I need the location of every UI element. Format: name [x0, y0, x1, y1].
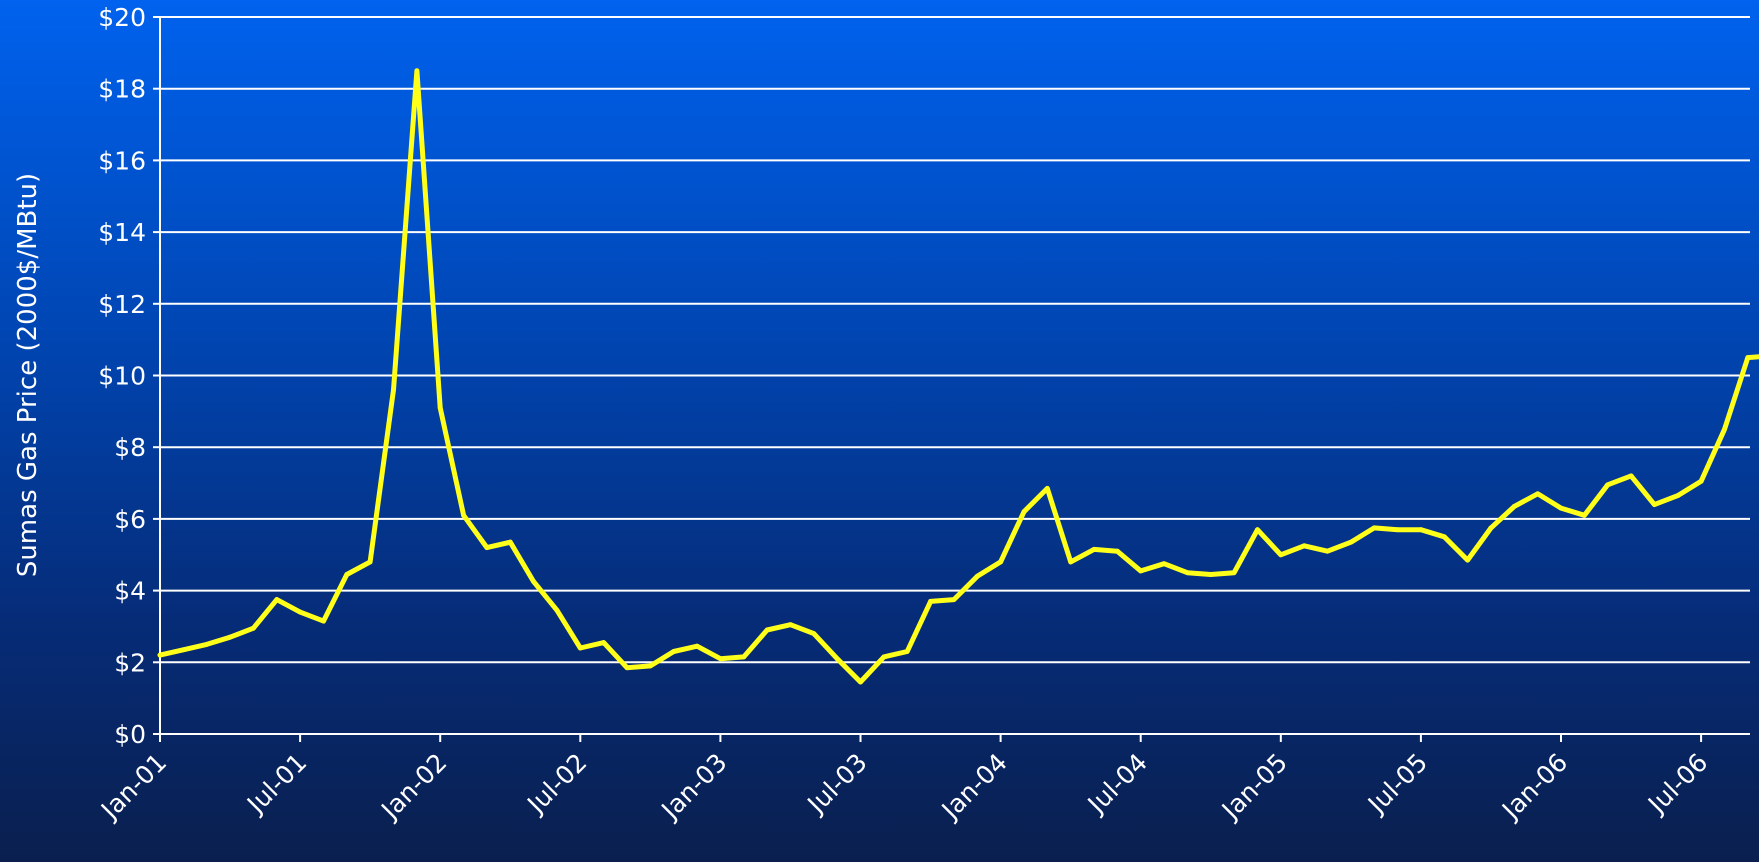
data-point: [1488, 525, 1494, 531]
x-tick-label: Jan-02: [374, 748, 452, 826]
x-tick-label: Jul-03: [801, 748, 873, 820]
data-point: [1371, 525, 1377, 531]
data-point: [1185, 570, 1190, 576]
data-point: [1675, 493, 1681, 498]
data-point: [671, 649, 677, 654]
y-tick-label: $6: [114, 505, 146, 534]
data-point: [1278, 552, 1284, 558]
data-point: [414, 68, 420, 74]
y-tick-label: $12: [98, 290, 146, 319]
data-point: [647, 663, 653, 669]
data-point: [904, 649, 910, 654]
data-point: [1044, 486, 1050, 491]
data-point: [251, 625, 256, 631]
data-point: [367, 559, 373, 565]
data-point: [788, 622, 793, 628]
data-point: [157, 652, 163, 658]
data-point: [1255, 527, 1260, 533]
data-point: [507, 539, 513, 545]
series-group: [157, 68, 1759, 685]
data-point: [1558, 505, 1564, 511]
data-point: [1021, 509, 1027, 515]
data-point: [1745, 355, 1751, 360]
data-point: [881, 654, 887, 660]
x-tick-label: Jul-06: [1641, 748, 1713, 820]
data-point: [858, 679, 863, 685]
data-point: [1652, 502, 1657, 507]
data-point: [321, 618, 326, 624]
data-point: [1231, 570, 1237, 576]
data-point: [484, 545, 490, 550]
data-point: [1301, 543, 1307, 549]
x-tick-label: Jan-05: [1215, 748, 1293, 826]
y-tick-label: $14: [98, 218, 146, 247]
data-point: [274, 597, 280, 602]
data-point: [1114, 548, 1120, 554]
data-point: [1161, 561, 1167, 567]
data-point: [437, 405, 443, 411]
y-axis-title: Sumas Gas Price (2000$/MBtu): [13, 173, 43, 577]
data-point: [1395, 527, 1400, 533]
data-point: [1511, 503, 1517, 509]
data-point: [834, 656, 840, 662]
data-point: [1628, 473, 1634, 479]
data-point: [297, 609, 303, 615]
data-point: [180, 647, 186, 653]
x-tick-label: Jul-05: [1361, 748, 1433, 820]
data-point: [531, 579, 536, 585]
data-point: [928, 598, 933, 604]
data-point: [1535, 491, 1541, 497]
data-point: [204, 641, 210, 647]
gridlines: [160, 16, 1750, 664]
data-point: [951, 597, 957, 602]
data-point: [1605, 482, 1611, 488]
data-point: [1091, 546, 1097, 552]
data-point: [694, 643, 700, 649]
data-point: [1722, 426, 1727, 432]
y-tick-label: $20: [98, 3, 146, 32]
y-tick-label: $18: [98, 75, 146, 104]
y-tick-label: $4: [114, 577, 146, 606]
x-tick-label: Jul-04: [1081, 748, 1153, 820]
y-tick-label: $2: [114, 648, 146, 677]
x-tick-label: Jan-01: [94, 748, 172, 826]
data-point: [1698, 478, 1704, 484]
y-tick-label: $10: [98, 362, 146, 391]
x-tick-label: Jul-01: [240, 748, 312, 820]
data-point: [391, 387, 396, 393]
data-point: [1325, 548, 1330, 554]
data-point: [1465, 557, 1470, 563]
data-point: [998, 559, 1003, 565]
data-point: [624, 665, 630, 671]
data-point: [1138, 568, 1144, 574]
y-tick-label: $8: [114, 433, 146, 462]
data-point: [974, 573, 980, 579]
data-point: [1418, 527, 1424, 533]
data-point: [461, 512, 466, 518]
data-point: [764, 627, 770, 633]
data-point: [718, 656, 723, 662]
x-tick-label: Jan-03: [655, 748, 733, 826]
data-point: [227, 634, 233, 640]
series-line: [157, 68, 1759, 685]
x-tick-label: Jul-02: [520, 748, 592, 820]
data-point: [811, 631, 817, 637]
data-point: [1348, 539, 1354, 545]
y-ticks: $0 $2 $4 $6 $8 $10 $12 $14 $16 $18 $20: [98, 3, 160, 749]
x-tick-label: Jan-04: [935, 748, 1013, 826]
data-point: [1441, 534, 1447, 540]
y-tick-label: $0: [114, 720, 146, 749]
data-point: [1068, 559, 1074, 565]
data-point: [741, 654, 747, 660]
data-point: [601, 640, 607, 645]
x-tick-label: Jan-06: [1495, 748, 1573, 826]
data-point: [577, 645, 583, 651]
data-point: [1208, 572, 1214, 577]
y-tick-label: $16: [98, 146, 146, 175]
x-ticks: Jan-01 Jul-01 Jan-02 Jul-02 Jan-03 Jul-03 Jan-…: [94, 734, 1713, 826]
data-point: [1581, 512, 1587, 518]
data-point: [554, 607, 560, 613]
data-point: [344, 572, 350, 577]
